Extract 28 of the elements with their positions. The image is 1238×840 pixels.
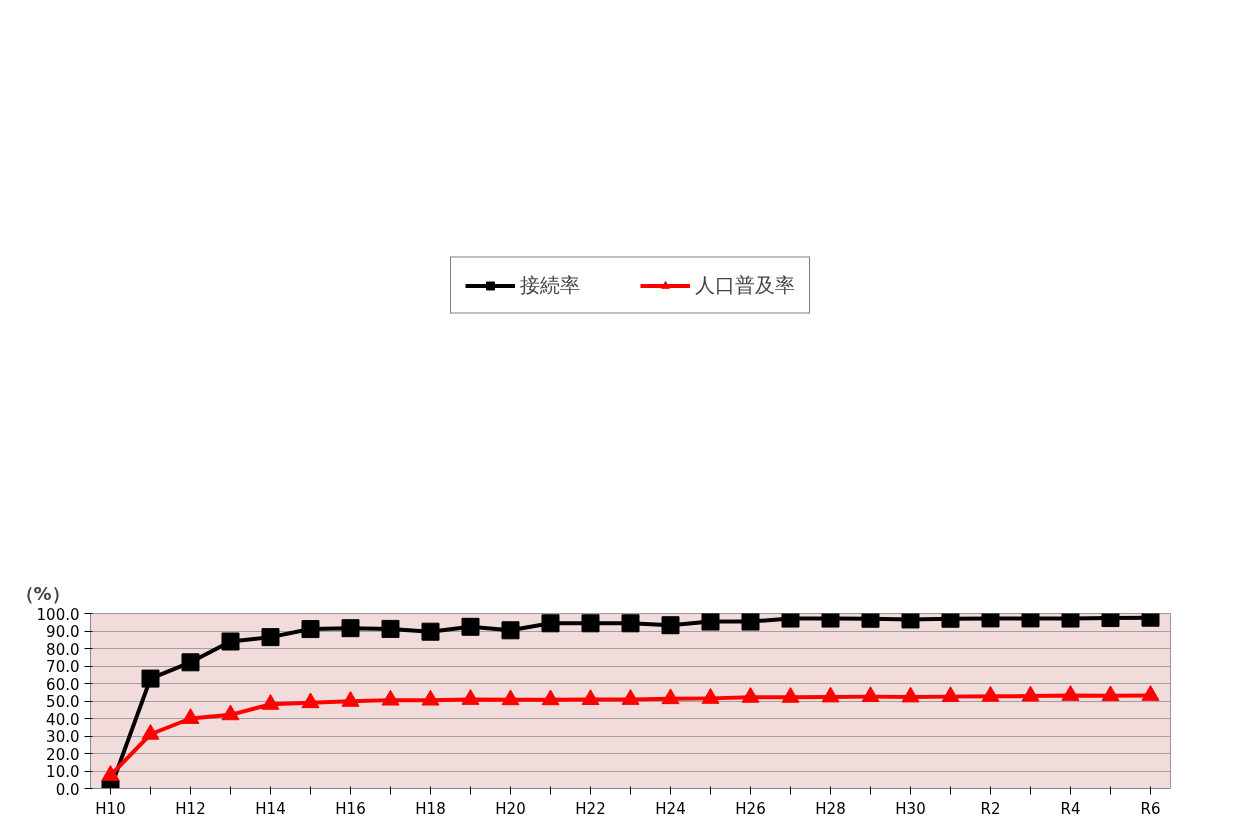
x-tick-label: H12: [175, 799, 206, 818]
x-tick-label: R6: [1140, 799, 1161, 818]
y-tick-label: 10.0: [46, 763, 80, 781]
y-tick-label: 30.0: [46, 728, 80, 746]
legend-label: 人口普及率: [695, 271, 795, 299]
y-tick-label: 90.0: [46, 623, 80, 641]
x-tick-label: H30: [895, 799, 926, 818]
y-tick-label: 20.0: [46, 745, 80, 764]
legend-label: 接続率: [520, 271, 580, 299]
x-tick-label: H20: [495, 799, 526, 818]
x-tick-label: H28: [815, 799, 846, 818]
x-tick-label: H24: [655, 799, 686, 818]
x-tick-label: H22: [575, 799, 606, 818]
x-tick-label: R2: [980, 799, 1001, 818]
x-tick-label: H16: [335, 799, 366, 818]
y-tick-label: 50.0: [46, 693, 80, 711]
y-axis-title: （%）: [15, 582, 70, 604]
y-tick-label: 40.0: [46, 710, 80, 729]
y-tick-label: 80.0: [46, 640, 80, 659]
y-tick-label: 0.0: [55, 780, 80, 799]
y-tick-label: 60.0: [46, 675, 80, 694]
x-tick-label: R4: [1060, 799, 1081, 818]
y-tick-label: 70.0: [46, 658, 80, 676]
x-tick-label: H18: [415, 799, 446, 818]
x-tick-label: H14: [255, 799, 286, 818]
x-tick-label: H10: [95, 799, 126, 818]
x-tick-label: H26: [735, 799, 766, 818]
y-tick-label: 100.0: [36, 605, 80, 624]
